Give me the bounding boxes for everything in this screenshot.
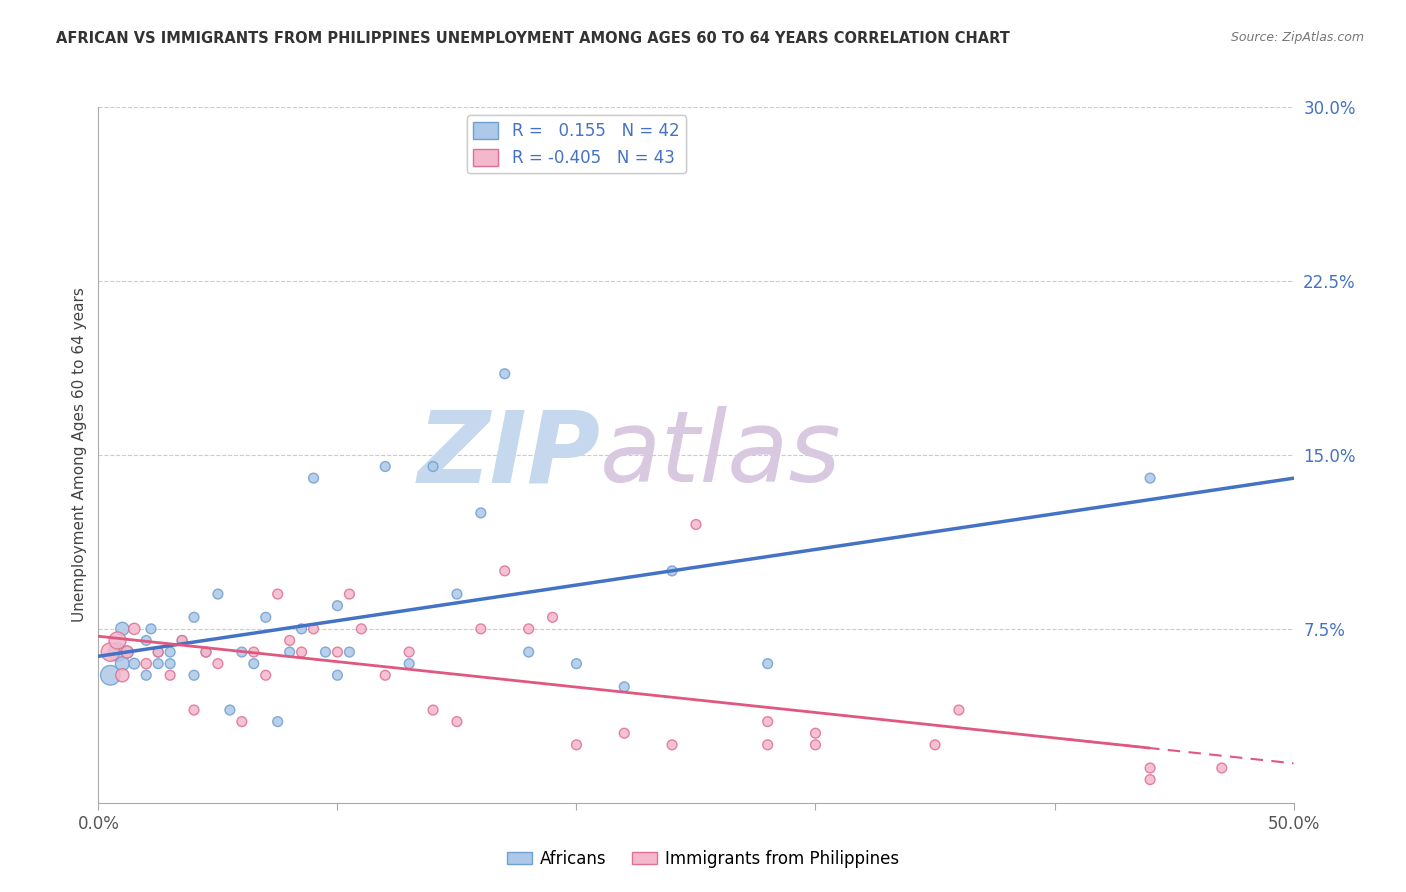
Point	[374, 459, 396, 474]
Point	[219, 703, 242, 717]
Point	[159, 657, 181, 671]
Point	[290, 622, 312, 636]
Point	[470, 622, 492, 636]
Point	[194, 645, 217, 659]
Text: Source: ZipAtlas.com: Source: ZipAtlas.com	[1230, 31, 1364, 45]
Point	[207, 657, 229, 671]
Point	[194, 645, 217, 659]
Point	[183, 668, 205, 682]
Point	[267, 714, 290, 729]
Point	[422, 703, 444, 717]
Point	[1139, 772, 1161, 787]
Point	[148, 645, 170, 659]
Legend: R =   0.155   N = 42, R = -0.405   N = 43: R = 0.155 N = 42, R = -0.405 N = 43	[467, 115, 686, 173]
Point	[446, 587, 468, 601]
Point	[422, 459, 444, 474]
Point	[804, 726, 827, 740]
Point	[135, 668, 157, 682]
Point	[337, 645, 360, 659]
Point	[231, 714, 253, 729]
Point	[517, 622, 540, 636]
Point	[565, 657, 588, 671]
Point	[756, 714, 779, 729]
Point	[1139, 471, 1161, 485]
Point	[243, 657, 266, 671]
Point	[243, 645, 266, 659]
Point	[135, 633, 157, 648]
Y-axis label: Unemployment Among Ages 60 to 64 years: Unemployment Among Ages 60 to 64 years	[72, 287, 87, 623]
Point	[661, 564, 683, 578]
Point	[267, 587, 290, 601]
Point	[231, 645, 253, 659]
Point	[565, 738, 588, 752]
Point	[541, 610, 564, 624]
Point	[124, 657, 146, 671]
Point	[111, 622, 134, 636]
Point	[948, 703, 970, 717]
Point	[254, 668, 277, 682]
Point	[172, 633, 194, 648]
Text: ZIP: ZIP	[418, 407, 600, 503]
Point	[207, 587, 229, 601]
Point	[107, 633, 129, 648]
Point	[661, 738, 683, 752]
Point	[685, 517, 707, 532]
Point	[446, 714, 468, 729]
Point	[124, 622, 146, 636]
Point	[302, 622, 325, 636]
Point	[326, 599, 349, 613]
Point	[111, 668, 134, 682]
Point	[148, 645, 170, 659]
Point	[111, 657, 134, 671]
Point	[159, 668, 181, 682]
Point	[98, 645, 122, 659]
Text: AFRICAN VS IMMIGRANTS FROM PHILIPPINES UNEMPLOYMENT AMONG AGES 60 TO 64 YEARS CO: AFRICAN VS IMMIGRANTS FROM PHILIPPINES U…	[56, 31, 1010, 46]
Point	[115, 645, 138, 659]
Point	[278, 633, 301, 648]
Point	[924, 738, 946, 752]
Text: atlas: atlas	[600, 407, 842, 503]
Point	[470, 506, 492, 520]
Point	[613, 726, 636, 740]
Point	[1211, 761, 1233, 775]
Point	[115, 645, 138, 659]
Point	[139, 622, 162, 636]
Point	[517, 645, 540, 659]
Point	[756, 657, 779, 671]
Point	[278, 645, 301, 659]
Point	[315, 645, 337, 659]
Point	[183, 610, 205, 624]
Point	[172, 633, 194, 648]
Point	[804, 738, 827, 752]
Point	[1139, 761, 1161, 775]
Point	[302, 471, 325, 485]
Point	[290, 645, 312, 659]
Point	[183, 703, 205, 717]
Point	[398, 657, 420, 671]
Point	[337, 587, 360, 601]
Point	[326, 645, 349, 659]
Point	[98, 668, 122, 682]
Point	[254, 610, 277, 624]
Point	[326, 668, 349, 682]
Point	[159, 645, 181, 659]
Point	[107, 645, 129, 659]
Point	[494, 564, 516, 578]
Point	[350, 622, 373, 636]
Point	[613, 680, 636, 694]
Point	[148, 657, 170, 671]
Point	[494, 367, 516, 381]
Legend: Africans, Immigrants from Philippines: Africans, Immigrants from Philippines	[501, 844, 905, 875]
Point	[756, 738, 779, 752]
Point	[135, 657, 157, 671]
Point	[374, 668, 396, 682]
Point	[398, 645, 420, 659]
